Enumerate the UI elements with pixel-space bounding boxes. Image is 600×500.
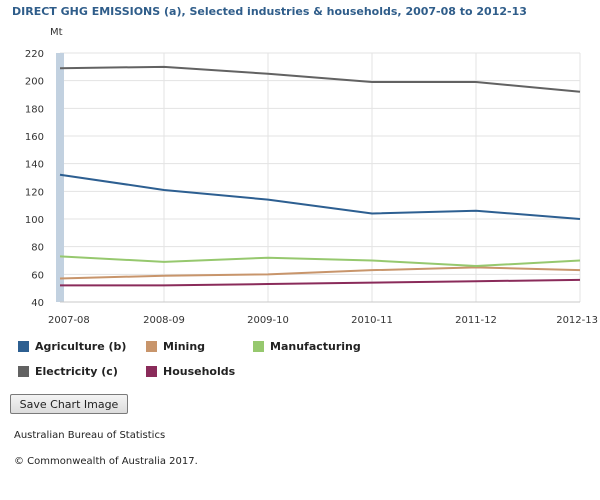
x-tick-label: 2011-12 [455,315,497,326]
x-tick-label: 2009-10 [247,315,289,326]
legend-item-manufacturing: Manufacturing [253,340,361,353]
series-line-mining [59,266,581,280]
copyright-text: © Commonwealth of Australia 2017. [14,456,198,467]
y-axis-label: Mt [50,27,63,38]
y-tick-label: 40 [31,298,44,309]
series-line-agriculture-b [59,173,581,220]
category-highlight [56,53,64,302]
y-tick-label: 60 [31,270,44,281]
axes: 40 60 80 100 120 140 160 180 200 220 2007-08 2008-0… [25,49,598,326]
series-lines [59,65,581,287]
y-tick-label: 140 [25,160,44,171]
save-chart-image-button[interactable]: Save Chart Image [10,394,128,414]
y-tick-label: 200 [25,77,44,88]
y-tick-label: 100 [25,215,44,226]
y-tick-label: 160 [25,132,44,143]
line-chart: 40 60 80 100 120 140 160 180 200 220 2007-08 2008-0… [25,27,598,326]
legend-swatch [253,341,264,352]
chart-title: DIRECT GHG EMISSIONS (a), Selected indus… [12,5,527,18]
legend-swatch [18,366,29,377]
legend-item-mining: Mining [146,340,205,353]
legend-label: Electricity (c) [35,365,118,378]
series-line-manufacturing [59,255,581,268]
x-tick-label: 2007-08 [48,315,90,326]
legend-item-electricity-c: Electricity (c) [18,365,118,378]
x-tick-label: 2008-09 [143,315,185,326]
y-tick-label: 180 [25,104,44,115]
legend-label: Mining [163,340,206,353]
series-line-electricity-c [59,65,581,93]
y-tick-label: 220 [25,49,44,60]
legend-label: Households [163,365,236,378]
legend-swatch [146,341,157,352]
legend-item-agriculture-b: Agriculture (b) [18,340,126,353]
legend-swatch [18,341,29,352]
legend-swatch [146,366,157,377]
legend-item-households: Households [146,365,235,378]
x-tick-label: 2010-11 [351,315,393,326]
y-tick-label: 120 [25,187,44,198]
highlight-band [56,53,64,302]
source-text: Australian Bureau of Statistics [14,430,166,441]
y-tick-label: 80 [31,243,44,254]
series-line-households [60,278,581,287]
legend-label: Agriculture (b) [35,340,127,353]
x-tick-label: 2012-13 [556,315,598,326]
legend-label: Manufacturing [270,340,361,353]
